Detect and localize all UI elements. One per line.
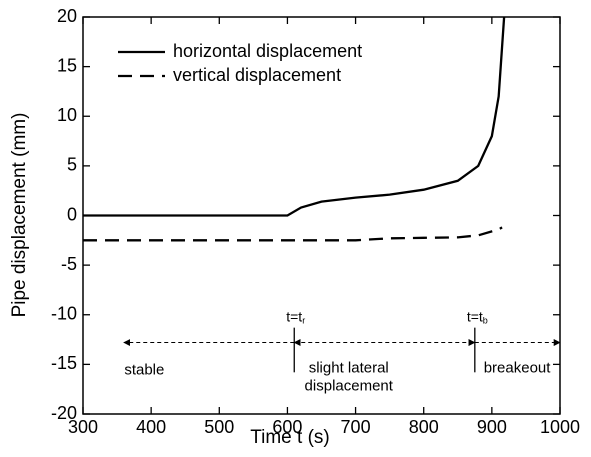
y-tick-label: -20 xyxy=(51,403,77,423)
x-tick-label: 1000 xyxy=(540,417,580,437)
x-tick-label: 500 xyxy=(204,417,234,437)
y-tick-label: -15 xyxy=(51,353,77,373)
y-tick-label: 15 xyxy=(57,55,77,75)
region-label: slight lateral xyxy=(309,359,389,376)
marker-text: t=t xyxy=(467,308,483,324)
legend-label: vertical displacement xyxy=(173,65,341,85)
x-tick-label: 300 xyxy=(68,417,98,437)
marker-sub: b xyxy=(483,316,488,326)
region-label: stable xyxy=(124,361,164,378)
marker-text: t=t xyxy=(286,308,302,324)
legend-label: horizontal displacement xyxy=(173,41,362,61)
x-tick-label: 400 xyxy=(136,417,166,437)
data-line xyxy=(83,16,506,217)
y-tick-label: -5 xyxy=(61,254,77,274)
y-tick-label: 5 xyxy=(67,155,77,175)
y-tick-label: 20 xyxy=(57,6,77,26)
y-tick-label: -10 xyxy=(51,304,77,324)
y-tick-label: 0 xyxy=(67,204,77,224)
x-tick-label: 800 xyxy=(409,417,439,437)
marker-sub: r xyxy=(302,316,305,326)
marker-label: t=tb xyxy=(467,308,488,326)
region-label: displacement xyxy=(305,377,394,394)
y-tick-label: 10 xyxy=(57,105,77,125)
x-tick-label: 600 xyxy=(272,417,302,437)
region-label: breakeout xyxy=(484,359,552,376)
marker-label: t=tr xyxy=(286,308,305,326)
y-axis-label: Pipe displacement (mm) xyxy=(9,113,30,318)
x-tick-label: 900 xyxy=(477,417,507,437)
x-axis-label: Time t (s) xyxy=(250,427,330,448)
data-line xyxy=(83,226,503,242)
x-tick-label: 700 xyxy=(341,417,371,437)
